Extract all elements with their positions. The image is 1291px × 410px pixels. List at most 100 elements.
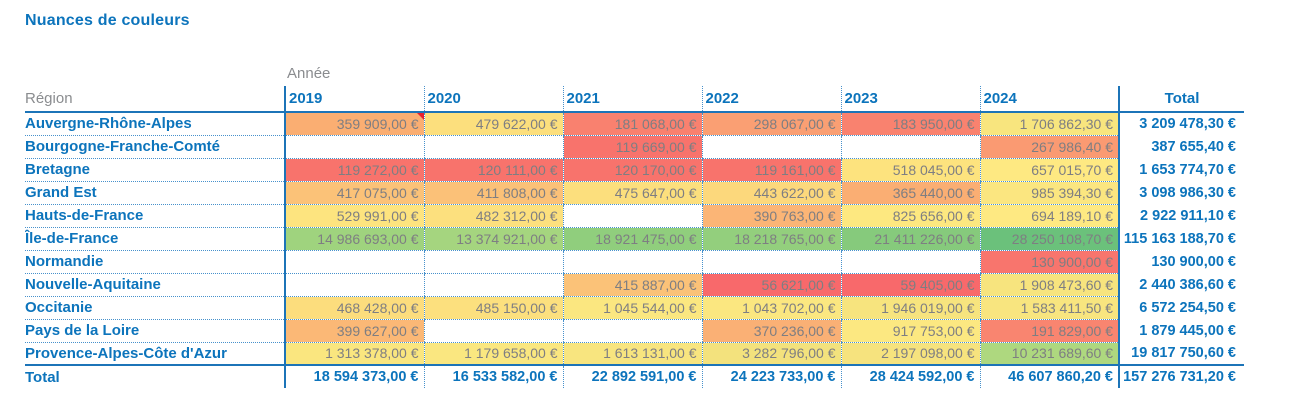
row-total-cell[interactable]: 115 163 188,70 € <box>1118 227 1244 250</box>
value-cell[interactable]: 181 068,00 € <box>562 112 702 136</box>
row-total-cell[interactable]: 1 653 774,70 € <box>1118 158 1244 181</box>
value-cell[interactable]: 443 622,00 € <box>701 181 841 205</box>
value-cell[interactable]: 1 613 131,00 € <box>562 342 702 366</box>
row-total-cell[interactable]: 387 655,40 € <box>1118 135 1244 158</box>
region-cell[interactable]: Hauts-de-France <box>25 204 285 228</box>
value-cell[interactable]: 399 627,00 € <box>284 319 424 343</box>
value-cell[interactable] <box>284 273 424 297</box>
value-cell[interactable]: 267 986,40 € <box>979 135 1119 159</box>
row-total-cell[interactable]: 19 817 750,60 € <box>1118 342 1244 365</box>
value-cell[interactable]: 18 218 765,00 € <box>701 227 841 251</box>
value-cell[interactable]: 119 161,00 € <box>701 158 841 182</box>
total-row-label[interactable]: Total <box>25 364 285 388</box>
year-header-2024[interactable]: 2024 <box>979 86 1119 113</box>
value-cell[interactable]: 475 647,00 € <box>562 181 702 205</box>
region-cell[interactable]: Normandie <box>25 250 285 274</box>
value-cell[interactable]: 917 753,00 € <box>840 319 980 343</box>
year-header-2023[interactable]: 2023 <box>840 86 980 113</box>
value-cell[interactable]: 21 411 226,00 € <box>840 227 980 251</box>
value-cell[interactable]: 518 045,00 € <box>840 158 980 182</box>
year-header-2019[interactable]: 2019 <box>284 86 424 113</box>
value-cell[interactable]: 183 950,00 € <box>840 112 980 136</box>
value-cell[interactable]: 56 621,00 € <box>701 273 841 297</box>
value-cell[interactable]: 390 763,00 € <box>701 204 841 228</box>
value-cell[interactable]: 119 669,00 € <box>562 135 702 159</box>
value-cell[interactable] <box>284 135 424 159</box>
value-cell[interactable]: 1 583 411,50 € <box>979 296 1119 320</box>
value-cell[interactable] <box>840 135 980 159</box>
value-cell[interactable]: 28 250 108,70 € <box>979 227 1119 251</box>
value-cell[interactable]: 130 900,00 € <box>979 250 1119 274</box>
value-cell[interactable]: 14 986 693,00 € <box>284 227 424 251</box>
total-value-cell[interactable]: 24 223 733,00 € <box>701 364 841 388</box>
value-cell[interactable]: 479 622,00 € <box>423 112 563 136</box>
region-cell[interactable]: Grand Est <box>25 181 285 205</box>
value-cell[interactable] <box>562 319 702 343</box>
row-total-cell[interactable]: 2 440 386,60 € <box>1118 273 1244 296</box>
region-cell[interactable]: Bourgogne-Franche-Comté <box>25 135 285 159</box>
region-cell[interactable]: Occitanie <box>25 296 285 320</box>
region-column-header[interactable]: Région <box>25 86 285 113</box>
value-cell[interactable]: 18 921 475,00 € <box>562 227 702 251</box>
value-cell[interactable]: 1 706 862,30 € <box>979 112 1119 136</box>
value-cell[interactable] <box>562 250 702 274</box>
value-cell[interactable]: 468 428,00 € <box>284 296 424 320</box>
value-cell[interactable]: 694 189,10 € <box>979 204 1119 228</box>
value-cell[interactable]: 825 656,00 € <box>840 204 980 228</box>
value-cell[interactable] <box>701 250 841 274</box>
value-cell[interactable]: 120 111,00 € <box>423 158 563 182</box>
year-header-2020[interactable]: 2020 <box>423 86 563 113</box>
value-cell[interactable]: 59 405,00 € <box>840 273 980 297</box>
row-total-cell[interactable]: 130 900,00 € <box>1118 250 1244 273</box>
value-cell[interactable]: 485 150,00 € <box>423 296 563 320</box>
year-header-2021[interactable]: 2021 <box>562 86 702 113</box>
value-cell[interactable]: 298 067,00 € <box>701 112 841 136</box>
value-cell[interactable] <box>562 204 702 228</box>
total-value-cell[interactable]: 28 424 592,00 € <box>840 364 980 388</box>
value-cell[interactable]: 1 043 702,00 € <box>701 296 841 320</box>
value-cell[interactable] <box>701 135 841 159</box>
value-cell[interactable]: 120 170,00 € <box>562 158 702 182</box>
row-total-cell[interactable]: 1 879 445,00 € <box>1118 319 1244 342</box>
region-cell[interactable]: Provence-Alpes-Côte d'Azur <box>25 342 285 366</box>
value-cell[interactable]: 1 946 019,00 € <box>840 296 980 320</box>
grand-total-cell[interactable]: 157 276 731,20 € <box>1118 364 1244 388</box>
value-cell[interactable]: 359 909,00 € <box>284 112 424 136</box>
value-cell[interactable]: 1 045 544,00 € <box>562 296 702 320</box>
total-value-cell[interactable]: 22 892 591,00 € <box>562 364 702 388</box>
row-total-cell[interactable]: 3 098 986,30 € <box>1118 181 1244 204</box>
value-cell[interactable]: 13 374 921,00 € <box>423 227 563 251</box>
region-cell[interactable]: Pays de la Loire <box>25 319 285 343</box>
value-cell[interactable]: 415 887,00 € <box>562 273 702 297</box>
value-cell[interactable]: 411 808,00 € <box>423 181 563 205</box>
total-value-cell[interactable]: 18 594 373,00 € <box>284 364 424 388</box>
value-cell[interactable]: 1 179 658,00 € <box>423 342 563 366</box>
value-cell[interactable]: 2 197 098,00 € <box>840 342 980 366</box>
value-cell[interactable]: 417 075,00 € <box>284 181 424 205</box>
year-group-label[interactable]: Année <box>287 64 331 82</box>
region-cell[interactable]: Île-de-France <box>25 227 285 251</box>
value-cell[interactable] <box>423 273 563 297</box>
value-cell[interactable] <box>423 250 563 274</box>
value-cell[interactable] <box>423 135 563 159</box>
value-cell[interactable]: 119 272,00 € <box>284 158 424 182</box>
region-cell[interactable]: Auvergne-Rhône-Alpes <box>25 112 285 136</box>
value-cell[interactable]: 1 313 378,00 € <box>284 342 424 366</box>
region-cell[interactable]: Nouvelle-Aquitaine <box>25 273 285 297</box>
total-column-header[interactable]: Total <box>1118 86 1244 113</box>
row-total-cell[interactable]: 2 922 911,10 € <box>1118 204 1244 227</box>
total-value-cell[interactable]: 16 533 582,00 € <box>423 364 563 388</box>
value-cell[interactable]: 657 015,70 € <box>979 158 1119 182</box>
value-cell[interactable]: 365 440,00 € <box>840 181 980 205</box>
value-cell[interactable]: 985 394,30 € <box>979 181 1119 205</box>
value-cell[interactable]: 529 991,00 € <box>284 204 424 228</box>
value-cell[interactable]: 370 236,00 € <box>701 319 841 343</box>
value-cell[interactable]: 1 908 473,60 € <box>979 273 1119 297</box>
year-header-2022[interactable]: 2022 <box>701 86 841 113</box>
value-cell[interactable] <box>423 319 563 343</box>
value-cell[interactable] <box>840 250 980 274</box>
region-cell[interactable]: Bretagne <box>25 158 285 182</box>
row-total-cell[interactable]: 3 209 478,30 € <box>1118 112 1244 135</box>
value-cell[interactable] <box>284 250 424 274</box>
value-cell[interactable]: 191 829,00 € <box>979 319 1119 343</box>
